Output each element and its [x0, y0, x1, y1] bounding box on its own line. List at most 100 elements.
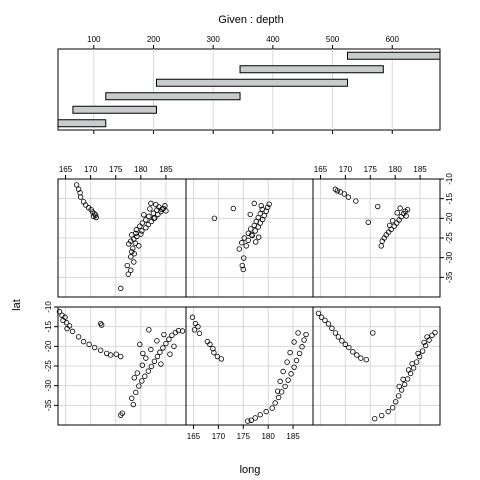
data-point	[131, 236, 137, 242]
data-point	[318, 314, 325, 320]
data-point	[415, 350, 421, 357]
data-point	[118, 285, 124, 292]
data-point	[398, 387, 405, 393]
data-point	[148, 346, 154, 353]
data-point	[210, 345, 216, 352]
data-point	[139, 220, 146, 226]
data-point	[403, 213, 409, 219]
data-point	[131, 375, 137, 381]
data-point	[169, 332, 175, 339]
x-tick-label: 175	[109, 165, 123, 174]
data-point	[211, 349, 217, 356]
data-point	[145, 368, 152, 374]
data-point	[167, 351, 173, 357]
data-point	[161, 331, 167, 338]
data-point	[253, 239, 259, 245]
data-point	[252, 228, 258, 234]
data-point	[280, 368, 286, 375]
data-point	[375, 203, 381, 210]
data-point	[143, 225, 149, 231]
data-point	[129, 249, 135, 255]
data-point	[404, 206, 411, 213]
data-point	[142, 373, 148, 379]
data-point	[137, 341, 143, 348]
data-point	[128, 254, 134, 260]
data-point	[179, 328, 186, 334]
data-point	[241, 235, 247, 241]
x-tick-label: 180	[134, 165, 148, 174]
y-tick-label: -20	[44, 340, 53, 352]
data-point	[75, 334, 82, 340]
x-tick-label: 185	[159, 165, 173, 174]
data-point	[128, 267, 134, 273]
x-tick-label: 165	[314, 165, 328, 174]
data-point	[257, 412, 263, 418]
data-point	[296, 350, 303, 357]
data-point	[329, 325, 335, 331]
data-point	[77, 194, 84, 200]
data-point	[73, 182, 80, 188]
y-tick-label: -25	[445, 232, 454, 244]
y-tick-label: -15	[44, 320, 53, 332]
data-point	[335, 334, 342, 340]
data-point	[75, 186, 82, 192]
data-point	[386, 222, 393, 229]
x-tick-label: 175	[364, 165, 378, 174]
data-point	[195, 323, 201, 330]
scatter-panel	[185, 306, 314, 426]
x-tick-label: 180	[261, 432, 275, 441]
data-point	[162, 203, 168, 209]
x-tick-label: 165	[187, 432, 201, 441]
data-point	[421, 339, 427, 346]
data-point	[82, 202, 89, 208]
data-point	[396, 383, 402, 390]
scatter-panels: 165 170 175 180 185 165 170 175 180 185 165 170 175 1…	[44, 165, 454, 441]
data-point	[370, 330, 376, 336]
data-point	[353, 198, 359, 204]
scatter-panel	[312, 306, 441, 426]
data-point	[354, 352, 360, 358]
data-point	[252, 415, 258, 421]
data-point	[133, 227, 140, 233]
data-point	[130, 245, 136, 251]
data-point	[256, 234, 262, 240]
data-point	[163, 208, 169, 214]
data-point	[424, 334, 430, 340]
data-point	[365, 219, 371, 225]
y-tick-label: -35	[44, 399, 53, 411]
data-point	[429, 332, 435, 339]
data-point	[239, 240, 245, 246]
data-point	[214, 353, 221, 360]
data-point	[277, 378, 283, 385]
data-point	[266, 201, 272, 207]
given-interval-bar	[72, 105, 157, 114]
data-point	[245, 230, 251, 236]
data-point	[299, 344, 305, 350]
data-point	[342, 341, 349, 348]
given-frame	[57, 48, 441, 131]
x-tick-label: 170	[84, 165, 98, 174]
y-tick-label: -20	[445, 212, 454, 224]
data-point	[133, 230, 139, 236]
data-point	[137, 223, 143, 229]
data-point	[389, 217, 396, 224]
data-point	[284, 359, 290, 365]
data-point	[154, 353, 161, 360]
data-point	[143, 355, 149, 361]
data-point	[207, 341, 213, 348]
data-point	[218, 356, 225, 362]
data-point	[334, 188, 341, 194]
data-point	[93, 214, 99, 221]
data-point	[251, 200, 257, 207]
data-point	[249, 232, 255, 238]
data-point	[269, 405, 275, 411]
data-point	[392, 399, 399, 405]
data-point	[151, 215, 157, 222]
data-point	[241, 255, 247, 261]
data-point	[395, 393, 402, 399]
data-point	[291, 339, 297, 345]
given-tick-label: 200	[147, 35, 161, 44]
given-tick-label: 400	[266, 35, 280, 44]
data-point	[129, 395, 135, 401]
